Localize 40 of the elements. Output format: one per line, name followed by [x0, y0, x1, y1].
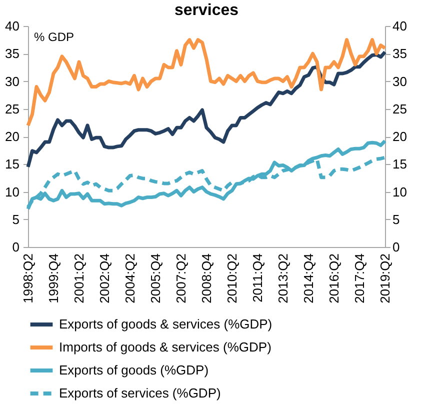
x-tick-label: 2007:Q2: [174, 254, 188, 304]
x-tick-label: 2013:Q2: [276, 254, 290, 304]
y2-tick-label: 20: [392, 129, 407, 144]
x-tick-label: 2005:Q4: [148, 254, 163, 304]
x-tick-label: 2004:Q2: [122, 254, 138, 304]
legend-label: Exports of services (%GDP): [59, 386, 221, 400]
y2-tick-label: 15: [392, 156, 407, 172]
x-tick-label: 1998:Q2: [20, 254, 36, 304]
legend-label: Exports of goods (%GDP): [59, 362, 209, 378]
chart-title: services: [174, 2, 239, 19]
y-tick-label: 25: [5, 101, 20, 116]
y2-tick-label: 10: [392, 184, 407, 200]
y2-tick-label: 25: [392, 101, 407, 116]
legend-label: Imports of goods & services (%GDP): [59, 340, 272, 354]
y2-tick-label: 5: [392, 212, 400, 227]
line-series: [26, 50, 387, 169]
x-tick-label: 2017:Q4: [352, 254, 367, 304]
y2-tick-label: 40: [392, 18, 407, 34]
y-tick-label: 5: [12, 212, 20, 227]
y-tick-label: 15: [5, 156, 20, 172]
x-tick-label: 2019:Q2: [378, 254, 392, 304]
y-tick-label: 10: [5, 184, 20, 200]
y-tick-label: 0: [12, 240, 20, 254]
x-tick-label: 1999:Q4: [46, 254, 61, 304]
y-tick-label: 30: [5, 74, 20, 89]
y2-tick-label: 0: [392, 240, 400, 254]
y2-tick-label: 30: [392, 74, 407, 89]
x-tick-label: 2001:Q2: [72, 254, 86, 304]
x-tick-label: 2016:Q2: [326, 254, 342, 304]
x-tick-label: 2010:Q2: [224, 254, 240, 304]
annotation: % GDP: [34, 30, 74, 44]
y-tick-label: 20: [5, 129, 20, 144]
y-tick-label: 40: [5, 18, 20, 34]
y2-tick-label: 35: [392, 46, 407, 62]
x-tick-label: 2011:Q4: [250, 254, 265, 302]
x-tick-label: 2008:Q4: [199, 254, 214, 304]
x-tick-label: 2002:Q4: [97, 254, 112, 304]
x-tick-label: 2014:Q4: [301, 254, 316, 304]
legend-label: Exports of goods & services (%GDP): [59, 316, 272, 332]
y-tick-label: 35: [5, 46, 20, 62]
